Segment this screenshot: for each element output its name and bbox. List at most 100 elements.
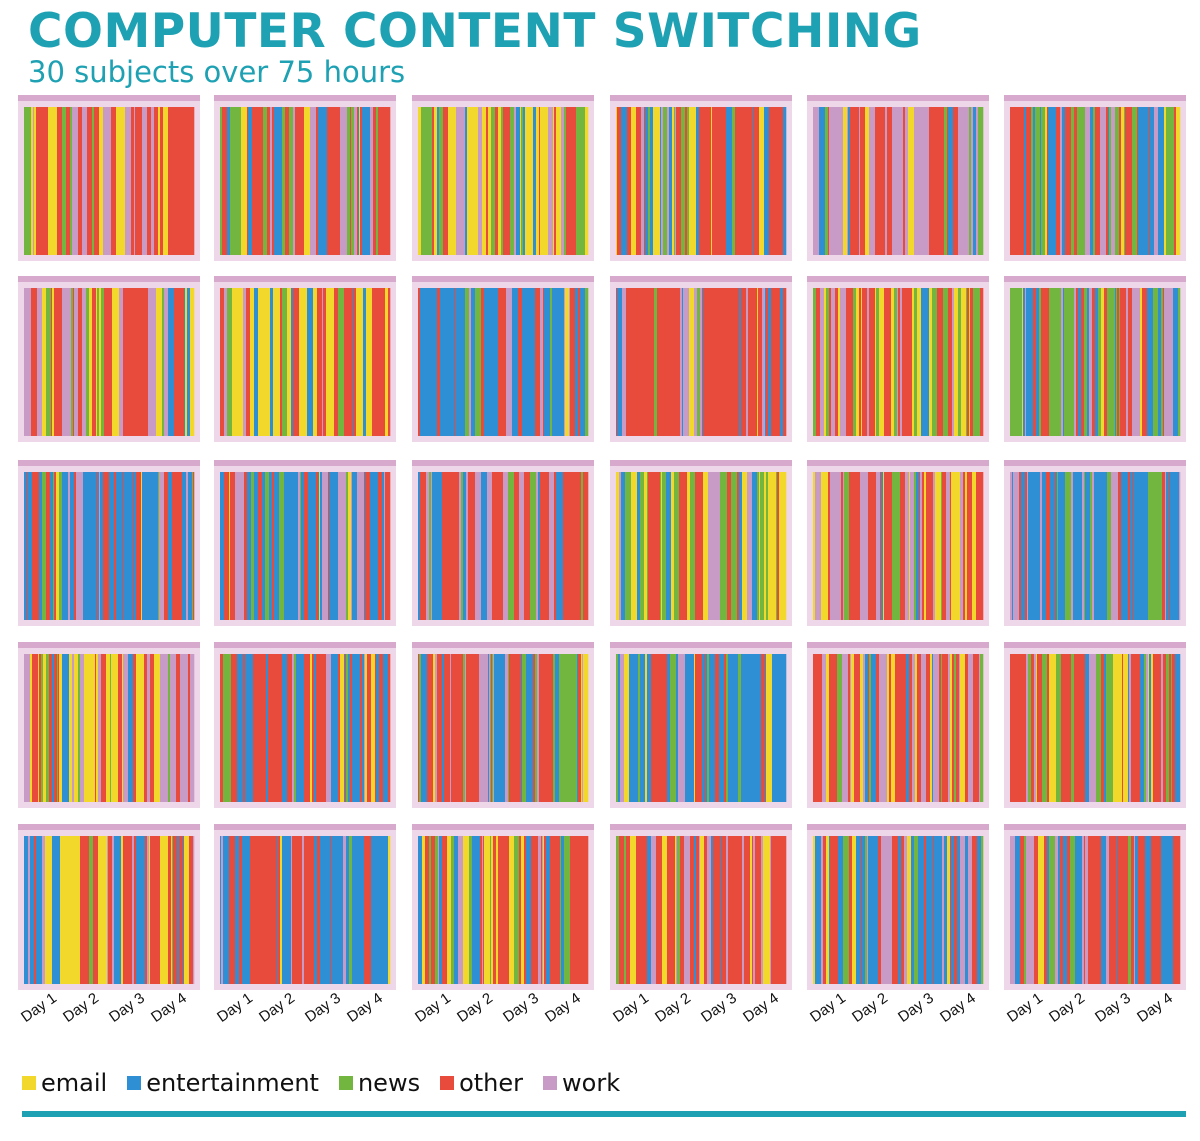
stripe-other xyxy=(727,472,732,620)
stripe-email xyxy=(166,836,169,984)
stripe-other xyxy=(982,472,984,620)
stripe-other xyxy=(737,288,740,436)
stripe-email xyxy=(689,107,697,255)
stripe-entertainment xyxy=(52,472,54,620)
stripe-work xyxy=(72,654,75,802)
stripe-email xyxy=(891,288,895,436)
stripe-email xyxy=(813,836,816,984)
stripe-other xyxy=(232,472,236,620)
stripe-other xyxy=(919,472,921,620)
stripe-entertainment xyxy=(50,472,53,620)
stripe-email xyxy=(103,836,106,984)
stripe-entertainment xyxy=(492,288,495,436)
stripe-entertainment xyxy=(945,836,948,984)
stripe-entertainment xyxy=(128,654,132,802)
stripe-work xyxy=(946,472,951,620)
stripe-other xyxy=(745,107,749,255)
stripe-other xyxy=(526,472,529,620)
stripe-news xyxy=(640,472,645,620)
stripe-entertainment xyxy=(922,836,925,984)
stripe-other xyxy=(297,107,304,255)
stripe-other xyxy=(1126,836,1129,984)
stripe-other xyxy=(972,836,974,984)
stripe-work xyxy=(1013,472,1020,620)
subject-panel xyxy=(214,824,396,990)
stripe-other xyxy=(276,654,283,802)
stripe-entertainment xyxy=(223,836,228,984)
subject-panel xyxy=(412,824,594,990)
stripe-news xyxy=(1049,288,1053,436)
panel-header xyxy=(807,95,989,101)
stripe-entertainment xyxy=(522,288,524,436)
x-tick-label: Day 2 xyxy=(60,989,102,1026)
stripe-other xyxy=(373,107,377,255)
stripe-work xyxy=(193,836,195,984)
stripe-other xyxy=(1133,654,1139,802)
stripe-other xyxy=(1153,654,1158,802)
stripe-other xyxy=(696,836,700,984)
stripe-work xyxy=(747,472,753,620)
subject-panel xyxy=(807,276,989,442)
x-tick-label: Day 3 xyxy=(106,989,148,1026)
stripe-other xyxy=(1064,107,1066,255)
stripe-other xyxy=(265,836,271,984)
stripe-other xyxy=(517,472,520,620)
panel-header xyxy=(214,824,396,830)
stripe-news xyxy=(944,107,948,255)
stripe-email xyxy=(184,836,190,984)
stripe-work xyxy=(876,472,881,620)
stripe-other xyxy=(323,654,327,802)
stripe-email xyxy=(1101,288,1105,436)
stripe-work xyxy=(753,836,756,984)
stripe-work xyxy=(519,472,525,620)
stripe-other xyxy=(432,107,435,255)
stripe-entertainment xyxy=(1094,472,1096,620)
stripe-other xyxy=(168,836,172,984)
stripe-news xyxy=(1116,288,1118,436)
stripe-entertainment xyxy=(1028,472,1032,620)
stripe-work xyxy=(708,472,718,620)
stripe-work xyxy=(426,472,430,620)
stripe-entertainment xyxy=(448,288,452,436)
stripe-news xyxy=(465,288,469,436)
stripe-news xyxy=(1161,288,1164,436)
stripe-other xyxy=(173,836,178,984)
stripe-other xyxy=(1138,654,1141,802)
stripe-work xyxy=(839,107,844,255)
stripe-news xyxy=(843,836,850,984)
stripe-entertainment xyxy=(576,288,579,436)
stripe-other xyxy=(578,654,582,802)
stripe-entertainment xyxy=(1073,472,1078,620)
stripe-other xyxy=(519,836,522,984)
stripe-entertainment xyxy=(245,654,254,802)
stripe-email xyxy=(633,107,637,255)
stripe-entertainment xyxy=(152,472,159,620)
stripe-entertainment xyxy=(916,472,920,620)
stripe-work xyxy=(912,654,915,802)
stripe-other xyxy=(715,654,720,802)
stripe-other xyxy=(940,107,942,255)
stripe-news xyxy=(42,472,47,620)
stripe-work xyxy=(1179,472,1181,620)
stripe-entertainment xyxy=(188,472,193,620)
stripe-work xyxy=(680,288,683,436)
stripe-entertainment xyxy=(471,288,475,436)
stripe-work xyxy=(291,836,293,984)
stripe-other xyxy=(425,836,430,984)
stripe-other xyxy=(1010,107,1017,255)
stripe-other xyxy=(250,836,254,984)
stripe-email xyxy=(851,654,855,802)
stripe-entertainment xyxy=(1147,288,1150,436)
stripe-other xyxy=(725,107,727,255)
stripe-entertainment xyxy=(562,472,564,620)
stripe-email xyxy=(498,107,502,255)
stripe-other xyxy=(524,472,527,620)
stripe-entertainment xyxy=(299,654,302,802)
stripe-email xyxy=(38,654,40,802)
stripe-entertainment xyxy=(182,472,187,620)
stripe-other xyxy=(933,836,935,984)
stripe-entertainment xyxy=(319,107,328,255)
stripe-entertainment xyxy=(100,472,104,620)
stripe-other xyxy=(585,836,589,984)
stripe-entertainment xyxy=(516,107,521,255)
